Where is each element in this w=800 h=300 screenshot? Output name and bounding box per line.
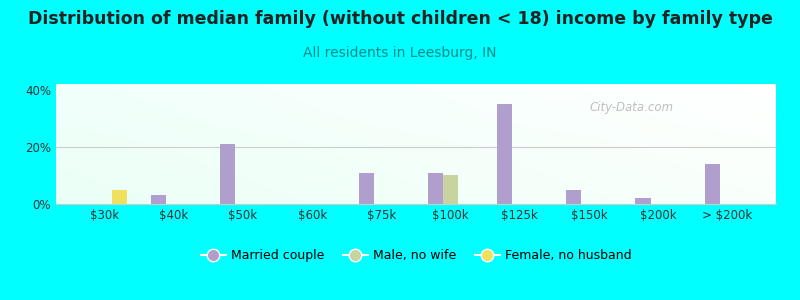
Bar [112,190,127,204]
Bar [151,195,166,204]
Bar [358,172,374,204]
Bar [220,144,235,204]
Bar [566,190,582,204]
Text: City-Data.com: City-Data.com [590,101,674,115]
Bar [635,198,650,204]
Text: All residents in Leesburg, IN: All residents in Leesburg, IN [303,46,497,61]
Legend: Married couple, Male, no wife, Female, no husband: Married couple, Male, no wife, Female, n… [196,244,636,267]
Bar [428,172,443,204]
Bar [705,164,720,204]
Text: Distribution of median family (without children < 18) income by family type: Distribution of median family (without c… [27,11,773,28]
Bar [443,176,458,204]
Bar [497,104,512,204]
